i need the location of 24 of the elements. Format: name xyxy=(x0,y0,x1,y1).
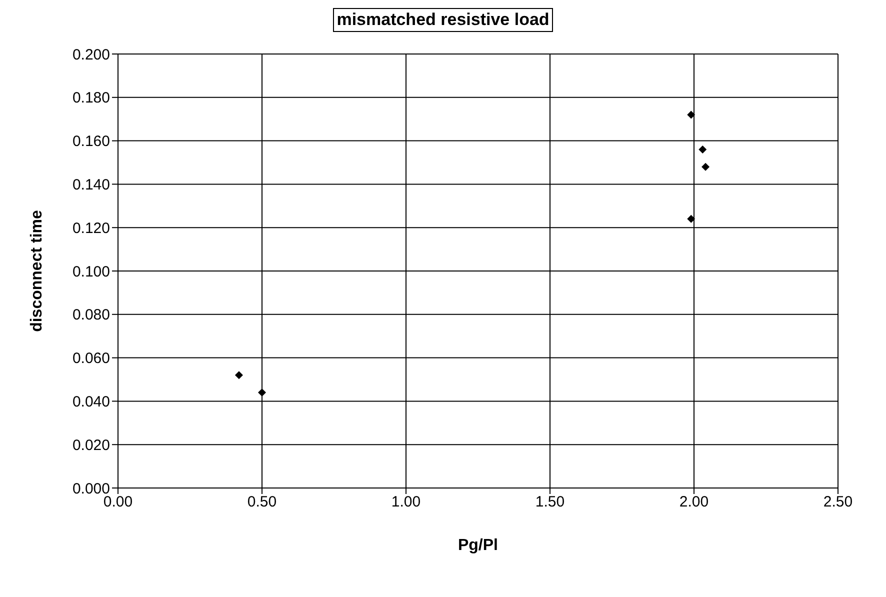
x-axis-title: Pg/Pl xyxy=(458,537,498,554)
x-tick-label: 2.00 xyxy=(679,494,709,511)
y-tick-label: 0.100 xyxy=(72,263,110,280)
point xyxy=(698,145,707,154)
x-tick-label: 1.50 xyxy=(535,494,565,511)
y-tick-label: 0.040 xyxy=(72,394,110,411)
y-tick-label: 0.180 xyxy=(72,90,110,107)
y-tick-label: 0.200 xyxy=(72,46,110,64)
point xyxy=(687,110,696,119)
y-tick-label: 0.060 xyxy=(72,350,110,368)
point xyxy=(702,162,710,171)
chart-title: mismatched resistive load xyxy=(332,8,554,32)
x-tick-label: 0.50 xyxy=(247,494,277,511)
y-tick-label: 0.160 xyxy=(72,133,110,150)
x-tick-label: 1.00 xyxy=(391,494,421,511)
point xyxy=(234,371,243,380)
y-tick-label: 0.080 xyxy=(72,306,110,324)
y-tick-label: 0.140 xyxy=(72,176,110,194)
y-axis-title: disconnect time xyxy=(28,210,46,332)
y-tick-label: 0.120 xyxy=(72,220,110,237)
point xyxy=(258,388,266,397)
point xyxy=(687,214,696,223)
x-tick-label: 2.50 xyxy=(823,494,853,511)
y-tick-label: 0.020 xyxy=(72,436,110,454)
